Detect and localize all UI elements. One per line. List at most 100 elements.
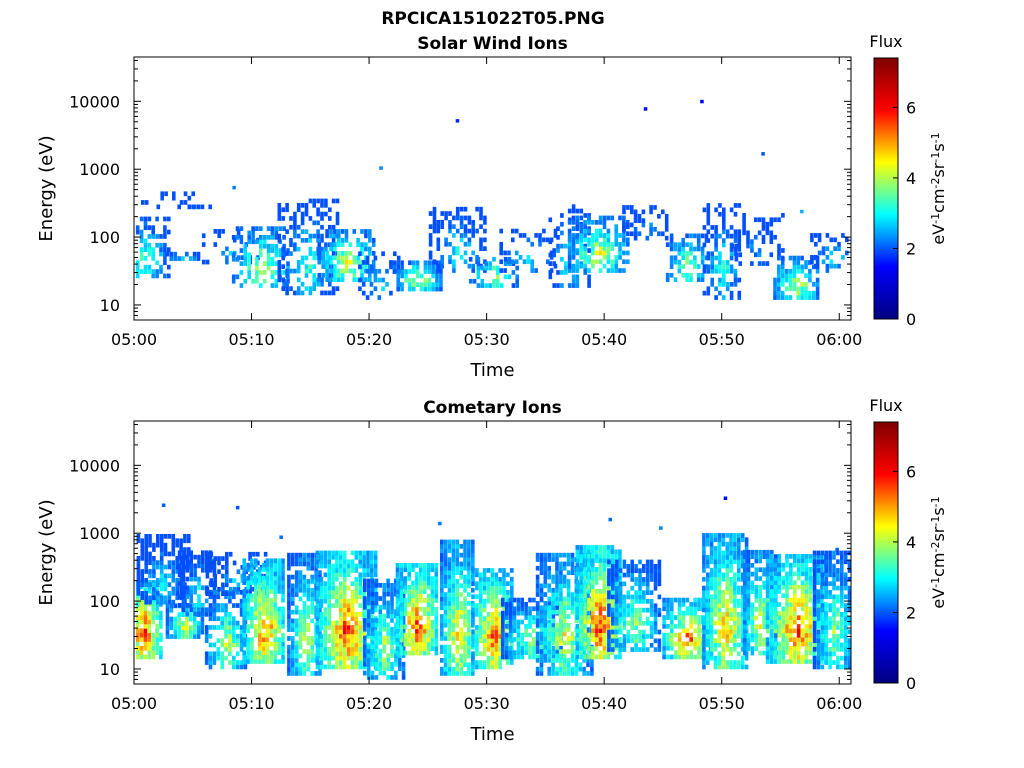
- data-cell: [780, 273, 785, 278]
- data-cell: [269, 650, 274, 656]
- data-cell: [189, 572, 193, 577]
- data-cell: [173, 621, 178, 626]
- data-cell: [825, 246, 830, 251]
- data-cell: [363, 653, 367, 658]
- data-cell: [579, 558, 583, 563]
- data-cell: [796, 255, 800, 261]
- data-cell: [342, 550, 347, 556]
- data-cell: [319, 642, 324, 648]
- data-cell: [571, 268, 576, 273]
- data-cell: [566, 557, 571, 562]
- data-cell: [520, 637, 524, 642]
- data-cell: [706, 607, 710, 613]
- data-cell: [239, 647, 244, 652]
- data-cell: [583, 250, 587, 256]
- data-cell: [411, 593, 415, 599]
- data-cell: [733, 238, 738, 243]
- data-cell: [352, 229, 357, 234]
- data-cell: [618, 650, 622, 655]
- data-cell: [575, 562, 580, 568]
- data-cell: [510, 594, 514, 600]
- data-cell: [777, 255, 781, 261]
- data-cell: [710, 260, 714, 265]
- data-cell: [492, 283, 496, 288]
- data-cell: [370, 583, 375, 588]
- data-cell: [135, 650, 140, 655]
- data-cell: [579, 241, 584, 247]
- data-cell: [381, 251, 385, 257]
- data-cell: [575, 650, 580, 655]
- data-cell: [378, 653, 383, 658]
- data-cell: [298, 609, 303, 615]
- data-cell: [163, 216, 167, 222]
- data-cell: [501, 628, 505, 633]
- data-cell: [401, 653, 406, 658]
- data-cell: [471, 581, 475, 586]
- data-cell: [706, 616, 710, 621]
- data-cell: [281, 246, 285, 252]
- data-cell: [757, 261, 762, 266]
- data-cell: [315, 590, 320, 595]
- data-cell: [255, 270, 259, 275]
- data-cell: [378, 640, 383, 645]
- data-cell: [254, 654, 258, 660]
- data-cell: [331, 620, 335, 626]
- data-cell: [156, 599, 160, 605]
- data-cell: [265, 654, 270, 660]
- data-cell: [685, 641, 690, 647]
- data-cell: [362, 555, 366, 560]
- data-cell: [189, 616, 193, 622]
- data-cell: [506, 581, 510, 586]
- data-cell: [551, 557, 555, 562]
- data-cell: [638, 594, 642, 600]
- data-cell: [220, 625, 224, 630]
- data-cell: [159, 564, 164, 570]
- data-cell: [587, 220, 591, 225]
- data-cell: [212, 655, 217, 661]
- data-cell: [159, 534, 164, 539]
- data-cell: [559, 618, 563, 624]
- data-cell: [475, 603, 479, 608]
- data-cell: [354, 581, 359, 586]
- data-cell: [587, 602, 591, 607]
- data-cell: [242, 606, 246, 612]
- data-cell: [501, 632, 505, 638]
- data-cell: [498, 651, 502, 657]
- data-cell: [463, 206, 468, 212]
- data-cell: [486, 625, 491, 630]
- data-cell: [403, 650, 408, 656]
- data-cell: [192, 204, 197, 210]
- data-cell: [235, 226, 240, 231]
- data-cell: [415, 593, 419, 599]
- data-cell: [323, 572, 328, 578]
- data-cell: [595, 220, 599, 225]
- data-cell: [342, 629, 347, 635]
- data-cell: [399, 593, 404, 599]
- data-cell: [673, 654, 678, 660]
- data-cell: [706, 286, 711, 292]
- data-cell: [702, 290, 707, 296]
- data-cell: [419, 598, 423, 603]
- data-cell: [435, 286, 439, 292]
- data-cell: [401, 626, 406, 632]
- data-cell: [419, 282, 424, 287]
- data-cell: [294, 570, 299, 575]
- data-cell: [475, 572, 479, 578]
- data-cell: [455, 539, 460, 545]
- data-cell: [645, 634, 650, 639]
- data-cell: [342, 581, 347, 586]
- data-cell: [594, 571, 599, 577]
- data-cell: [501, 654, 505, 660]
- data-cell: [570, 592, 575, 597]
- data-cell: [192, 256, 197, 261]
- data-cell: [443, 570, 448, 575]
- data-cell: [419, 589, 423, 594]
- data-cell: [163, 256, 167, 261]
- data-cell: [765, 226, 770, 231]
- data-cell: [155, 234, 159, 239]
- data-cell: [622, 233, 626, 238]
- data-cell: [246, 602, 250, 607]
- data-cell: [451, 653, 456, 659]
- data-cell: [696, 272, 701, 278]
- data-cell: [633, 227, 638, 232]
